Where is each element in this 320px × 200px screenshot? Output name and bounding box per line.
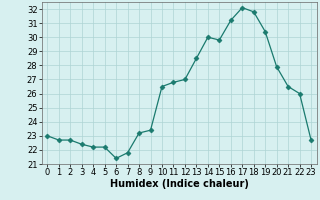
X-axis label: Humidex (Indice chaleur): Humidex (Indice chaleur)	[110, 179, 249, 189]
